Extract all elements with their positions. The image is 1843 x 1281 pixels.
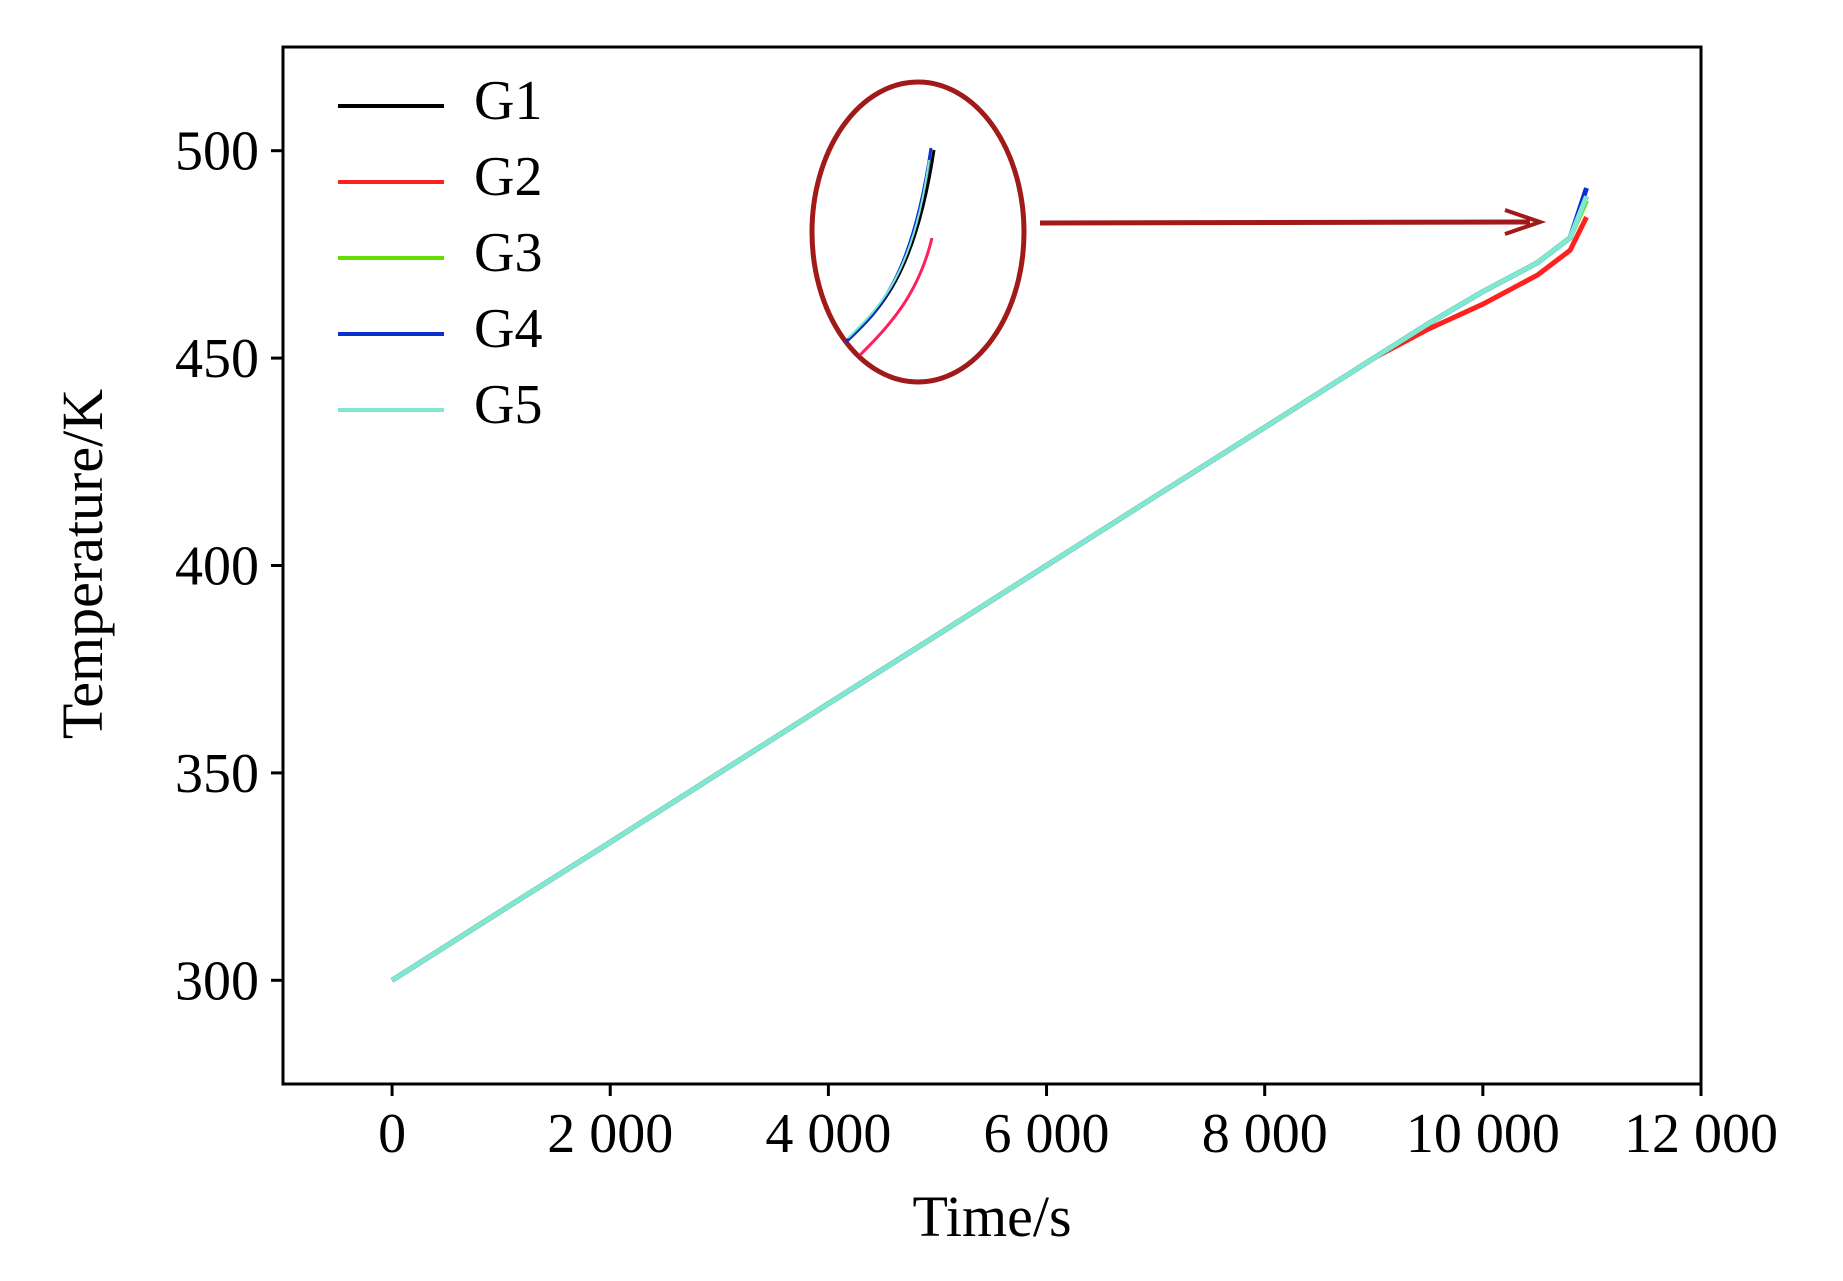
y-tick-label: 300 [175, 950, 259, 1012]
x-tick-label: 10 000 [1406, 1103, 1560, 1165]
x-tick-label: 6 000 [984, 1103, 1110, 1165]
x-tick-label: 0 [378, 1103, 406, 1165]
x-tick-label: 12 000 [1624, 1103, 1778, 1165]
x-tick-label: 8 000 [1202, 1103, 1328, 1165]
x-tick-label: 4 000 [765, 1103, 891, 1165]
arrow-head [1504, 208, 1547, 236]
inset-curve [858, 237, 934, 357]
inset-curve [844, 147, 933, 344]
y-axis-title: Temperature/K [50, 389, 115, 739]
zoom-inset [809, 79, 1547, 385]
series-line [390, 187, 1589, 983]
y-tick-label: 350 [175, 743, 259, 805]
arrow-shaft [1039, 219, 1531, 226]
legend-label: G3 [474, 222, 542, 284]
y-tick-label: 500 [175, 121, 259, 183]
legend-label: G5 [474, 374, 542, 436]
series-line [390, 195, 1589, 983]
y-tick-label: 400 [175, 536, 259, 598]
series-line [390, 195, 1589, 983]
inset-curve [847, 159, 930, 339]
legend-label: G4 [474, 298, 542, 360]
inset-circle [809, 79, 1027, 385]
inset-curve [845, 149, 936, 343]
x-axis-title: Time/s [912, 1184, 1071, 1249]
x-tick-label: 2 000 [547, 1103, 673, 1165]
legend-label: G1 [474, 70, 542, 132]
legend-label: G2 [474, 146, 542, 208]
y-tick-label: 450 [175, 328, 259, 390]
series-line [390, 199, 1589, 983]
